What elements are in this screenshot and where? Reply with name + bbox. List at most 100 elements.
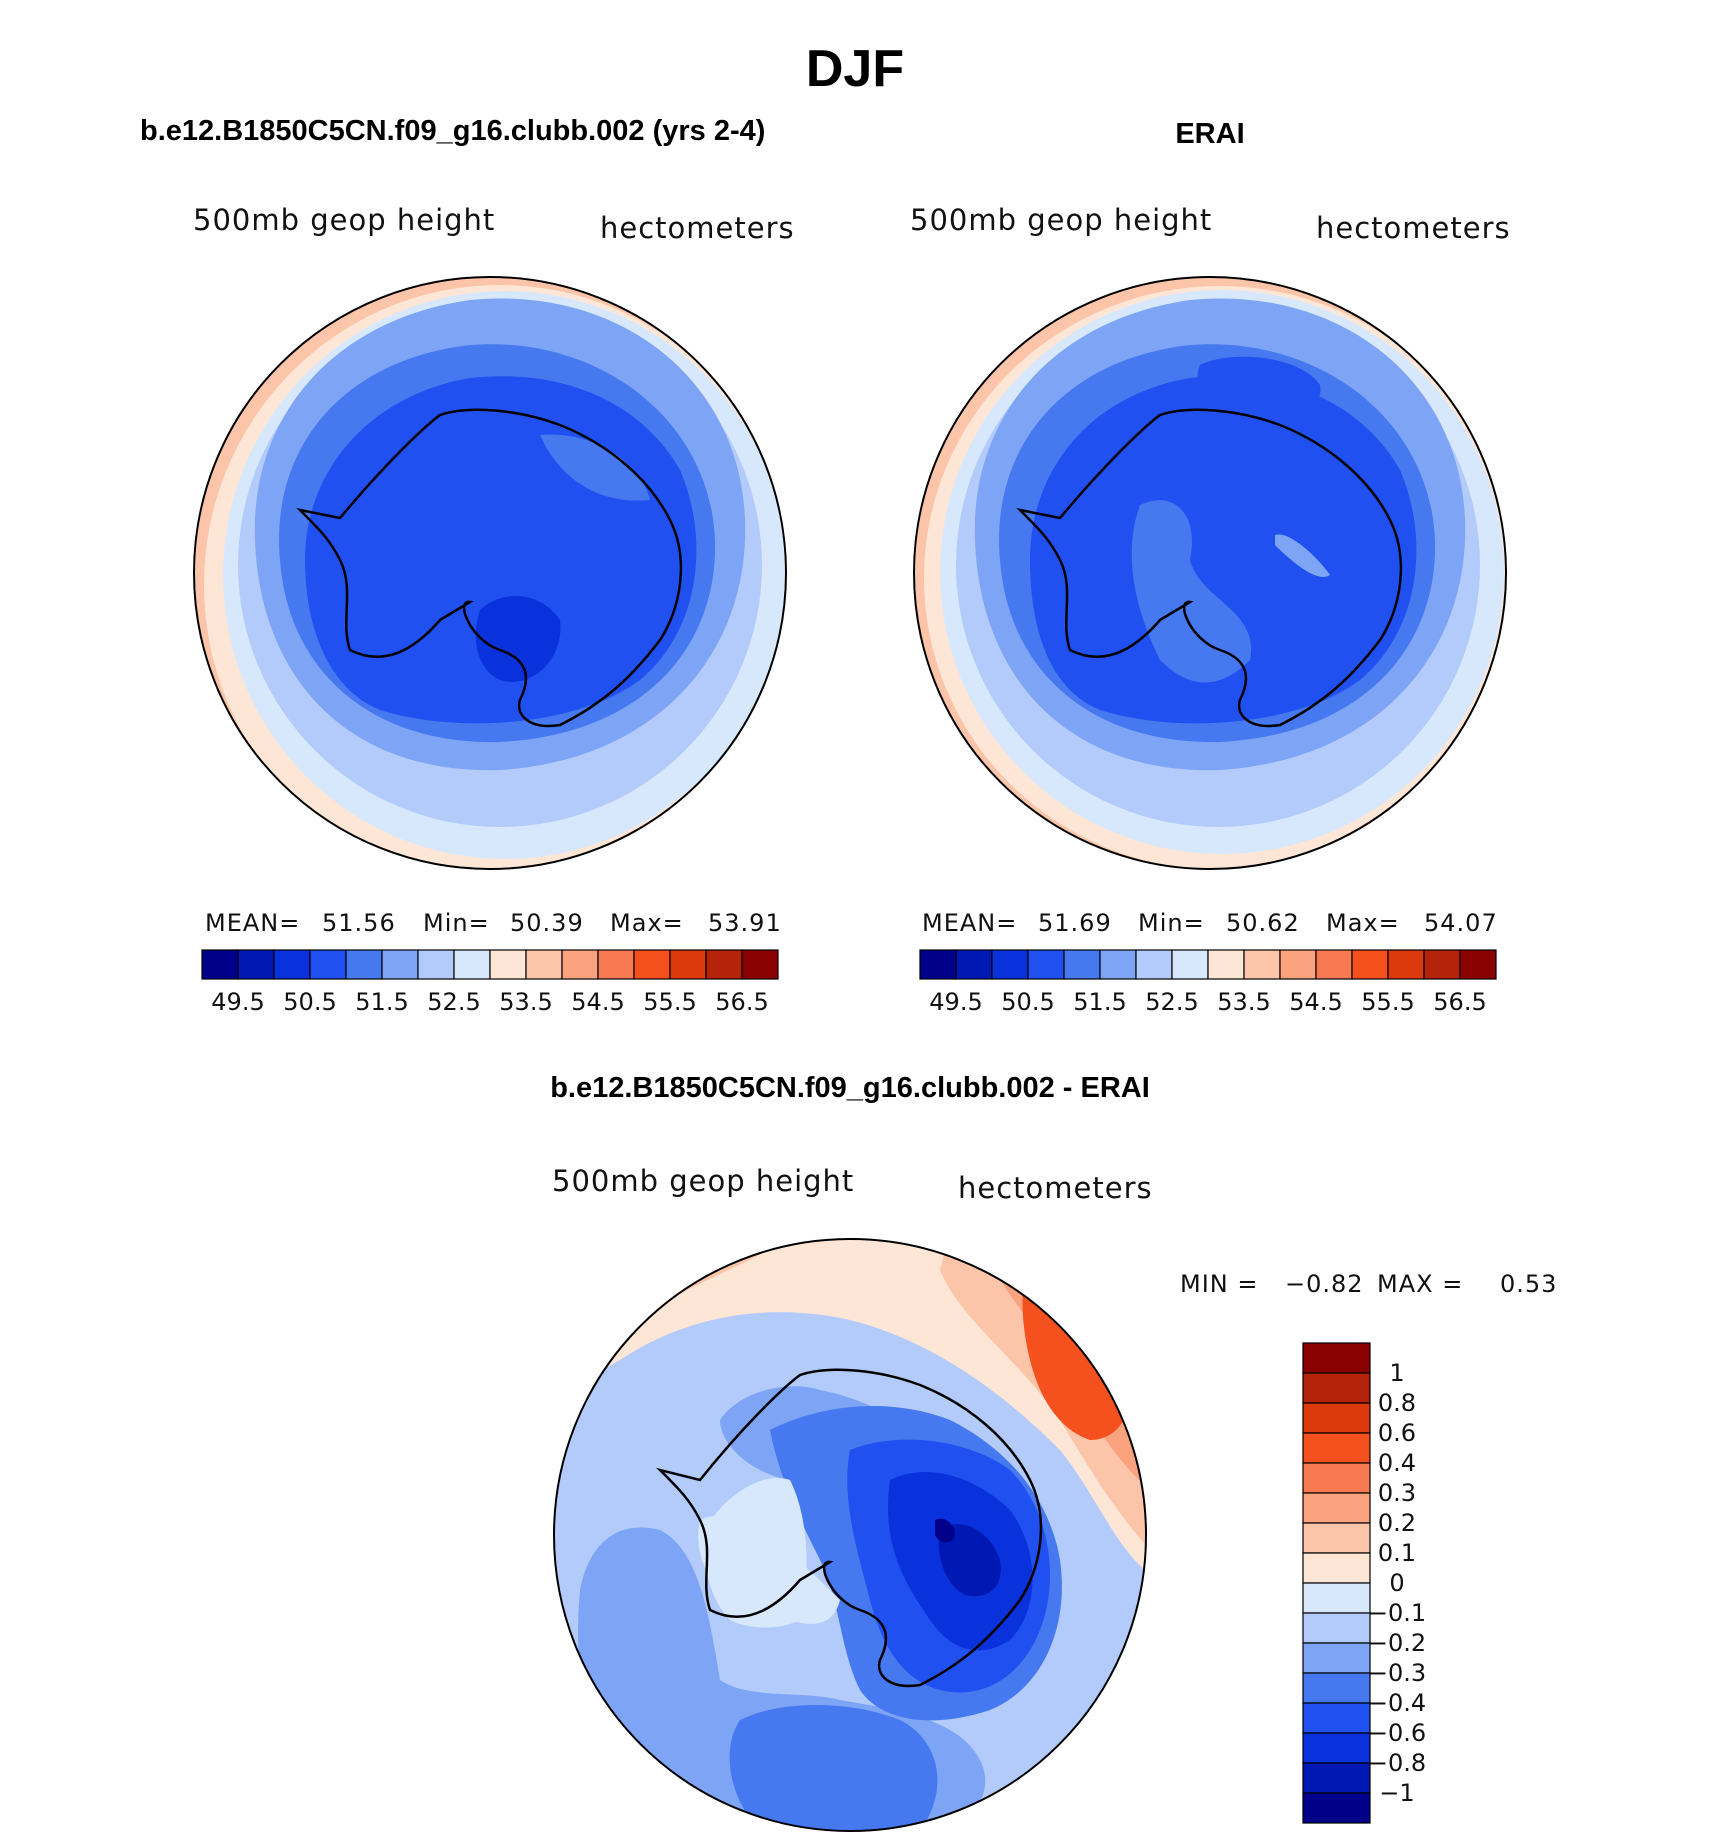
panel-obs-mean-value: 51.69 <box>1038 909 1112 937</box>
panel-model-coastline <box>296 408 683 728</box>
panel-obs-min-value: 50.62 <box>1226 909 1300 937</box>
panel-model-map-border <box>193 276 787 870</box>
colorbar-swatch <box>1387 949 1425 980</box>
colorbar-swatch <box>1302 1522 1371 1554</box>
panel-obs-max-value: 54.07 <box>1424 909 1498 937</box>
panel-model-mean-label: MEAN= <box>205 909 300 937</box>
panel-obs-title: ERAI <box>1175 118 1244 150</box>
panel-diff-coastline <box>655 1368 1043 1688</box>
colorbar-swatch <box>1302 1342 1371 1374</box>
colorbar-tick-label: 53.5 <box>1217 988 1270 1016</box>
panel-model-title: b.e12.B1850C5CN.f09_g16.clubb.002 (yrs 2… <box>140 115 765 147</box>
panel-obs-map <box>914 277 1506 869</box>
colorbar-tick-label: 0.8 <box>1378 1389 1416 1417</box>
panel-model-variable-label: 500mb geop height <box>193 203 495 237</box>
colorbar-tick-label: 0.1 <box>1378 1539 1416 1567</box>
colorbar-swatch <box>1302 1552 1371 1584</box>
panel-obs-colorbar: 49.5 50.5 51.5 52.5 53.5 54.5 55.5 56.5 <box>919 949 1497 1016</box>
colorbar-tick-label: 1 <box>1389 1359 1404 1387</box>
colorbar-swatch <box>1302 1792 1371 1824</box>
panel-diff-stats: MIN = −0.82 MAX = 0.53 <box>1180 1270 1557 1298</box>
panel-model-colorbar: 49.5 50.5 51.5 52.5 53.5 54.5 55.5 56.5 <box>201 949 779 1016</box>
colorbar-swatch <box>1302 1702 1371 1734</box>
panel-obs-min-label: Min= <box>1138 909 1205 937</box>
panel-model-units-label: hectometers <box>600 211 795 245</box>
colorbar-tick-label: 0.3 <box>1378 1479 1416 1507</box>
colorbar-tick-label: 0.6 <box>1378 1419 1416 1447</box>
panel-diff-min-label: MIN = <box>1180 1270 1258 1298</box>
colorbar-swatch <box>1099 949 1137 980</box>
panel-obs-max-label: Max= <box>1326 909 1400 937</box>
colorbar-swatch <box>1063 949 1101 980</box>
colorbar-tick-label: −0.6 <box>1368 1719 1426 1747</box>
colorbar-tick-label: 0.4 <box>1378 1449 1416 1477</box>
colorbar-swatch <box>1302 1612 1371 1644</box>
colorbar-tick-label: 56.5 <box>1433 988 1486 1016</box>
colorbar-swatch <box>1423 949 1461 980</box>
colorbar-swatch <box>633 949 671 980</box>
colorbar-tick-label: 51.5 <box>1073 988 1126 1016</box>
panel-obs-stats: MEAN= 51.69 Min= 50.62 Max= 54.07 <box>922 909 1498 937</box>
colorbar-swatch <box>597 949 635 980</box>
colorbar-swatch <box>1207 949 1245 980</box>
colorbar-swatch <box>1459 949 1497 980</box>
colorbar-swatch <box>525 949 563 980</box>
colorbar-tick-label: 54.5 <box>571 988 624 1016</box>
colorbar-swatch <box>1171 949 1209 980</box>
panel-diff-map-border <box>553 1238 1147 1832</box>
panel-model-mean-value: 51.56 <box>322 909 396 937</box>
colorbar-swatch <box>381 949 419 980</box>
colorbar-swatch <box>1135 949 1173 980</box>
panel-diff-max-value: 0.53 <box>1500 1270 1557 1298</box>
colorbar-swatch <box>1351 949 1389 980</box>
colorbar-tick-label: 54.5 <box>1289 988 1342 1016</box>
panel-obs-map-border <box>913 276 1507 870</box>
colorbar-swatch <box>955 949 993 980</box>
colorbar-swatch <box>991 949 1029 980</box>
colorbar-tick-label: −0.8 <box>1368 1749 1426 1777</box>
colorbar-swatch <box>1302 1492 1371 1524</box>
panel-model-max-label: Max= <box>610 909 684 937</box>
colorbar-swatch <box>1302 1672 1371 1704</box>
panel-model: b.e12.B1850C5CN.f09_g16.clubb.002 (yrs 2… <box>140 115 795 1016</box>
panel-model-min-label: Min= <box>423 909 490 937</box>
colorbar-swatch <box>705 949 743 980</box>
panel-diff-min-value: −0.82 <box>1285 1270 1364 1298</box>
panel-diff-colorbar: 10.80.60.40.30.20.10−0.1−0.2−0.3−0.4−0.6… <box>1302 1342 1426 1824</box>
colorbar-tick-label: 53.5 <box>499 988 552 1016</box>
panel-diff-units-label: hectometers <box>958 1171 1153 1205</box>
panel-obs: ERAI 500mb geop height hectometers MEAN=… <box>910 118 1511 1016</box>
colorbar-swatch <box>237 949 275 980</box>
colorbar-swatch <box>1302 1462 1371 1494</box>
colorbar-tick-label: −1 <box>1379 1779 1414 1807</box>
colorbar-tick-label: −0.2 <box>1368 1629 1426 1657</box>
colorbar-swatch <box>1302 1732 1371 1764</box>
panel-diff-max-label: MAX = <box>1377 1270 1463 1298</box>
colorbar-swatch <box>669 949 707 980</box>
colorbar-swatch <box>1302 1432 1371 1464</box>
colorbar-swatch <box>345 949 383 980</box>
colorbar-tick-label: 50.5 <box>1001 988 1054 1016</box>
panel-model-stats: MEAN= 51.56 Min= 50.39 Max= 53.91 <box>205 909 782 937</box>
colorbar-swatch <box>453 949 491 980</box>
colorbar-tick-label: 52.5 <box>427 988 480 1016</box>
panel-diff-variable-label: 500mb geop height <box>552 1164 854 1198</box>
panel-obs-coastline <box>1016 408 1403 728</box>
colorbar-tick-label: 49.5 <box>929 988 982 1016</box>
colorbar-tick-label: 51.5 <box>355 988 408 1016</box>
panel-obs-units-label: hectometers <box>1316 211 1511 245</box>
colorbar-swatch <box>1302 1372 1371 1404</box>
colorbar-tick-label: 56.5 <box>715 988 768 1016</box>
panel-model-map <box>194 277 786 869</box>
colorbar-swatch <box>1302 1582 1371 1614</box>
panel-model-max-value: 53.91 <box>708 909 782 937</box>
colorbar-swatch <box>919 949 957 980</box>
colorbar-tick-label: 55.5 <box>643 988 696 1016</box>
colorbar-tick-label: 52.5 <box>1145 988 1198 1016</box>
colorbar-swatch <box>1027 949 1065 980</box>
colorbar-swatch <box>741 949 779 980</box>
figure-title: DJF <box>806 40 904 98</box>
colorbar-swatch <box>1302 1762 1371 1794</box>
colorbar-tick-label: −0.1 <box>1368 1599 1426 1627</box>
